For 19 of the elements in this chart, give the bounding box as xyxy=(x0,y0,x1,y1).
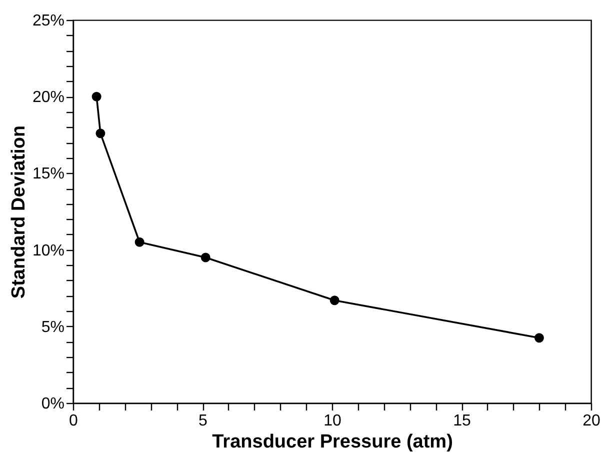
y-tick-label: 5% xyxy=(41,318,64,336)
x-tick-label: 15 xyxy=(453,412,471,430)
x-tick-label: 5 xyxy=(198,412,208,430)
x-tick-label: 20 xyxy=(582,412,600,430)
y-tick-label: 10% xyxy=(32,242,64,260)
point xyxy=(96,128,106,138)
point xyxy=(330,296,340,306)
point xyxy=(534,333,544,343)
y-tick-label: 20% xyxy=(32,89,64,106)
y-axis-title: Standard Deviation xyxy=(8,125,30,299)
point xyxy=(200,252,210,262)
y-tick-label: 15% xyxy=(32,166,64,183)
x-tick-label: 10 xyxy=(324,412,342,430)
point xyxy=(134,237,144,247)
x-axis-title: Transducer Pressure (atm) xyxy=(212,432,453,452)
y-tick-label: 25% xyxy=(32,12,64,30)
x-tick-label: 0 xyxy=(69,412,78,430)
point xyxy=(92,92,102,102)
y-tick-label: 0% xyxy=(41,396,64,412)
